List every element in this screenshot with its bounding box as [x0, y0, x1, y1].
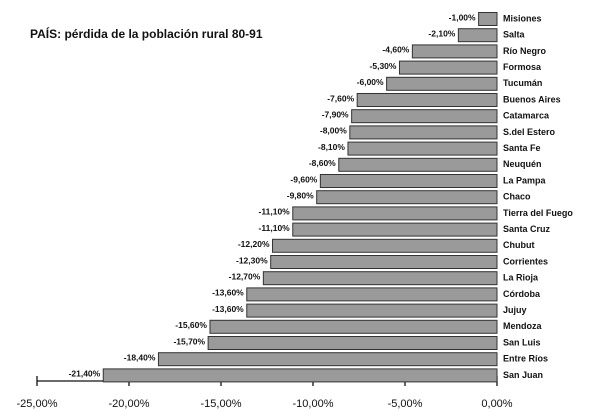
bar: [338, 157, 498, 172]
category-label: Mendoza: [503, 321, 542, 331]
category-label: Salta: [503, 30, 526, 40]
value-label: -15,60%: [175, 320, 207, 330]
value-label: -8,10%: [318, 142, 345, 152]
category-label: Río Negro: [503, 46, 547, 56]
value-label: -2,10%: [428, 28, 455, 38]
value-label: -13,60%: [212, 304, 244, 314]
bar: [316, 190, 498, 205]
bar: [262, 271, 498, 286]
bar: [102, 368, 498, 383]
category-label: Chubut: [503, 240, 535, 250]
bar: [246, 287, 498, 302]
value-label: -7,60%: [327, 93, 354, 103]
value-label: -12,70%: [229, 271, 261, 281]
category-label: Neuquén: [503, 159, 542, 169]
bar: [398, 60, 498, 75]
category-label: Misiones: [503, 13, 542, 23]
bar: [292, 222, 498, 237]
category-label: San Juan: [503, 370, 543, 380]
x-tick-label: -25,00%: [17, 398, 58, 410]
category-label: La Pampa: [503, 175, 547, 185]
value-label: -11,10%: [259, 223, 291, 233]
category-label: Entre Ríos: [503, 354, 548, 364]
bar: [270, 255, 498, 269]
bar: [319, 174, 498, 188]
bar: [349, 125, 498, 140]
bar: [246, 303, 498, 318]
category-label: Tucumán: [503, 78, 542, 88]
x-tick-label: -10,00%: [293, 398, 334, 410]
bar: [386, 76, 498, 91]
category-label: Córdoba: [503, 289, 541, 299]
category-label: Chaco: [503, 192, 531, 202]
category-label: Catamarca: [503, 111, 550, 121]
bar: [347, 141, 498, 156]
category-label: Buenos Aires: [503, 94, 561, 104]
value-label: -8,00%: [320, 126, 347, 136]
category-label: S.del Estero: [503, 127, 556, 137]
category-label: La Rioja: [503, 273, 539, 283]
bar: [157, 352, 498, 367]
value-label: -9,80%: [287, 190, 314, 200]
value-label: -7,90%: [322, 109, 349, 119]
category-label: Santa Cruz: [503, 224, 551, 234]
category-label: Formosa: [503, 62, 542, 72]
bar: [207, 336, 498, 350]
value-label: -9,60%: [290, 174, 317, 184]
bar: [411, 44, 498, 59]
x-tick-label: -5,00%: [388, 398, 423, 410]
value-label: -6,00%: [357, 77, 384, 87]
value-label: -21,40%: [69, 369, 101, 379]
category-label: Corrientes: [503, 256, 548, 266]
value-label: -8,60%: [309, 158, 336, 168]
value-label: -12,30%: [236, 255, 268, 265]
x-tick-label: -15,00%: [201, 398, 242, 410]
value-label: -12,20%: [238, 239, 270, 249]
category-label: San Luis: [503, 337, 541, 347]
value-label: -18,40%: [124, 352, 156, 362]
chart-title: PAÍS: pérdida de la población rural 80-9…: [30, 26, 263, 41]
value-label: -11,10%: [259, 207, 291, 217]
category-label: Tierra del Fuego: [503, 208, 573, 218]
bar: [356, 93, 498, 107]
category-label: Santa Fe: [503, 143, 541, 153]
bar: [292, 206, 498, 221]
value-label: -4,60%: [382, 45, 409, 55]
value-label: -1,00%: [449, 12, 476, 22]
x-tick-label: 0,00%: [481, 398, 512, 410]
bar: [351, 109, 498, 124]
value-label: -13,60%: [212, 288, 244, 298]
bar: [457, 28, 498, 43]
x-tick-label: -20,00%: [109, 398, 150, 410]
bar: [209, 319, 498, 334]
value-label: -15,70%: [173, 336, 205, 346]
value-label: -5,30%: [370, 61, 397, 71]
bar: [478, 12, 498, 26]
bar: [272, 238, 498, 253]
category-label: Jujuy: [503, 305, 527, 315]
